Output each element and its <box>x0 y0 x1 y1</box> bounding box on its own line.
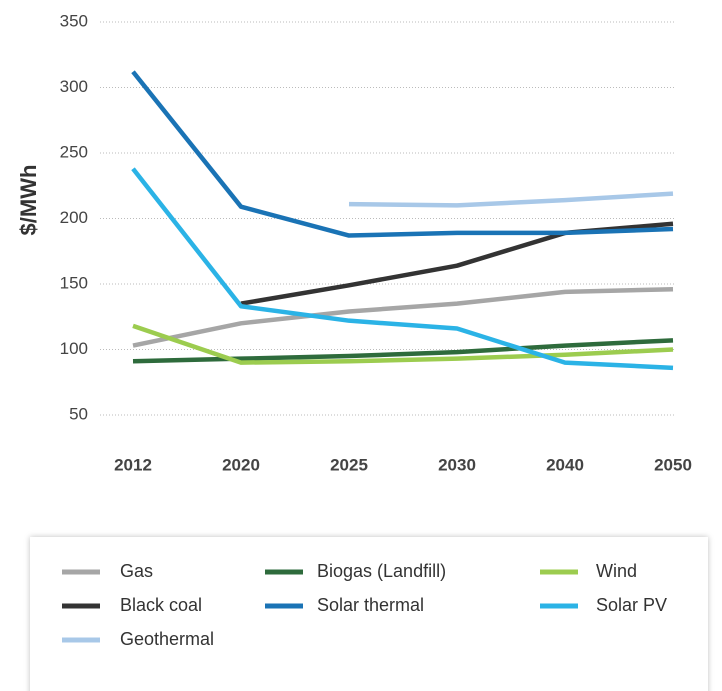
legend-label: Solar PV <box>596 595 667 615</box>
y-tick-label: 250 <box>60 142 88 161</box>
legend-label: Biogas (Landfill) <box>317 561 446 581</box>
y-tick-label: 50 <box>69 404 88 423</box>
series-line <box>348 191 674 208</box>
legend-label: Black coal <box>120 595 202 615</box>
legend-box <box>30 537 708 691</box>
x-tick-label: 2050 <box>654 455 692 474</box>
legend-label: Solar thermal <box>317 595 424 615</box>
legend-label: Geothermal <box>120 629 214 649</box>
series-line <box>131 70 674 238</box>
y-tick-label: 200 <box>60 208 88 227</box>
legend-label: Gas <box>120 561 153 581</box>
series-line <box>132 323 674 365</box>
x-tick-label: 2030 <box>438 455 476 474</box>
y-tick-label: 150 <box>60 273 88 292</box>
x-tick-label: 2040 <box>546 455 584 474</box>
series-line <box>131 167 674 371</box>
x-tick-label: 2012 <box>114 455 152 474</box>
x-tick-label: 2020 <box>222 455 260 474</box>
legend-label: Wind <box>596 561 637 581</box>
series-line <box>132 286 674 348</box>
y-tick-label: 350 <box>60 11 88 30</box>
series-line <box>132 338 674 364</box>
y-axis-label: $/MWh <box>16 165 41 236</box>
y-tick-label: 300 <box>60 77 88 96</box>
x-tick-label: 2025 <box>330 455 368 474</box>
y-tick-label: 100 <box>60 339 88 358</box>
